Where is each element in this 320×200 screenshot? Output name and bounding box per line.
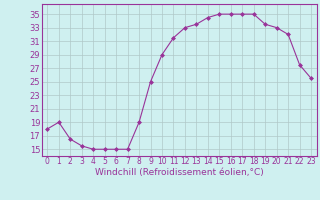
X-axis label: Windchill (Refroidissement éolien,°C): Windchill (Refroidissement éolien,°C)	[95, 168, 264, 177]
